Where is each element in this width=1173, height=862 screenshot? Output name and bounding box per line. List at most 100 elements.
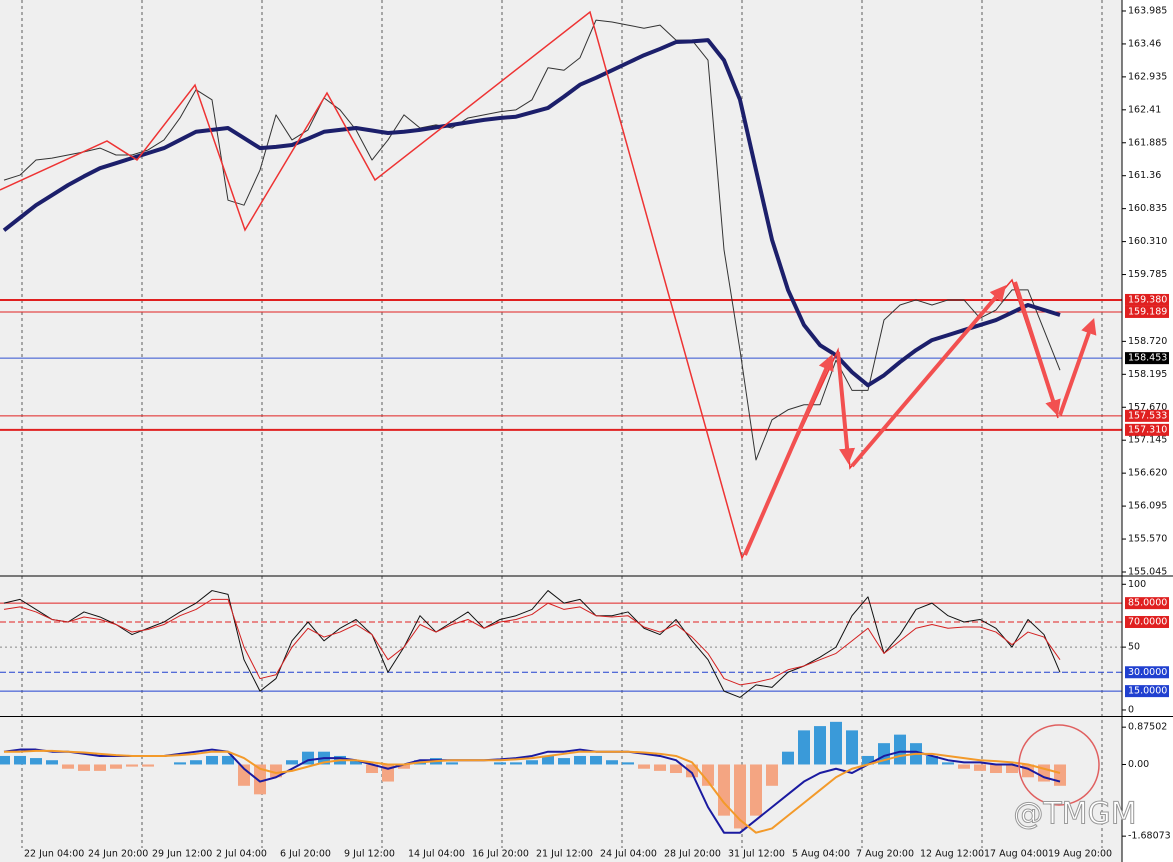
x-tick-label: 7 Aug 20:00 xyxy=(856,849,914,860)
y-tick-label: 155.045 xyxy=(1128,566,1167,577)
y-tick-label: 161.885 xyxy=(1128,137,1167,148)
level-label-box xyxy=(1125,409,1169,422)
histogram-bar xyxy=(510,762,522,765)
histogram-bar xyxy=(638,764,650,769)
histogram-bar xyxy=(926,755,938,765)
level-label-box xyxy=(1125,597,1169,610)
x-tick-label: 5 Aug 04:00 xyxy=(792,849,850,860)
x-tick-label: 9 Jul 12:00 xyxy=(344,849,395,860)
histogram-bar xyxy=(622,762,634,765)
histogram-bar xyxy=(78,764,90,771)
y-tick-label: 156.095 xyxy=(1128,501,1167,512)
y-tick-label: 160.835 xyxy=(1128,203,1167,214)
y-tick-label: 162.935 xyxy=(1128,71,1167,82)
histogram-bar xyxy=(350,760,362,765)
level-label-box xyxy=(1125,666,1169,679)
histogram-bar xyxy=(190,760,202,765)
x-tick-label: 19 Aug 20:00 xyxy=(1048,849,1112,860)
level-label: 158.453 xyxy=(1128,353,1167,364)
series-line xyxy=(2,38,1061,388)
histogram-bar xyxy=(398,764,410,769)
zigzag xyxy=(0,10,1059,561)
histogram-bar xyxy=(798,730,810,765)
x-tick-label: 12 Aug 12:00 xyxy=(920,849,984,860)
x-tick-label: 21 Jul 12:00 xyxy=(536,849,593,860)
arrows xyxy=(743,281,1097,556)
level-label-box xyxy=(1125,305,1169,318)
histogram-bar xyxy=(590,755,602,765)
y-tick-label: 50 xyxy=(1128,642,1140,653)
axes: 163.985 163.46 162.935 162.41 161.885 161.36 1… xyxy=(24,5,1171,859)
x-tick-label: 16 Jul 20:00 xyxy=(472,849,529,860)
histogram-bar xyxy=(494,762,506,765)
x-tick-label: 31 Jul 12:00 xyxy=(728,849,785,860)
x-tick-label: 14 Jul 04:00 xyxy=(408,849,465,860)
histogram-bar xyxy=(702,764,714,786)
histogram-bar xyxy=(670,764,682,774)
level-label: 159.380 xyxy=(1128,294,1167,305)
level-label: 157.533 xyxy=(1128,410,1167,421)
histogram-bar xyxy=(270,764,282,778)
y-tick-label: 0 xyxy=(1128,704,1134,715)
histogram-bar xyxy=(110,764,122,769)
histogram-bar xyxy=(766,764,778,786)
histogram-bar xyxy=(14,755,26,765)
histogram-bar xyxy=(654,764,666,771)
y-tick-label: 163.985 xyxy=(1128,5,1167,16)
y-tick-label: 100 xyxy=(1128,579,1146,590)
x-tick-label: 24 Jun 20:00 xyxy=(88,849,148,860)
plot-background xyxy=(0,0,1122,862)
x-tick-label: 2 Jul 04:00 xyxy=(216,849,267,860)
histogram-bar xyxy=(734,764,746,829)
y-tick-label: 155.570 xyxy=(1128,534,1167,545)
histogram-bar xyxy=(126,764,138,767)
histogram-bar xyxy=(1006,764,1018,774)
histogram-bar xyxy=(542,755,554,765)
watermark: @TMGM xyxy=(1013,797,1136,832)
level-label: 157.310 xyxy=(1128,424,1167,435)
x-tick-label: 24 Jul 04:00 xyxy=(600,849,657,860)
histogram-bar xyxy=(718,764,730,816)
level-label-box xyxy=(1125,615,1169,628)
x-tick-label: 29 Jun 12:00 xyxy=(152,849,212,860)
y-tick-label: -1.68073 xyxy=(1128,831,1171,842)
histogram-bar xyxy=(1054,764,1066,786)
y-tick-label: 162.41 xyxy=(1128,104,1161,115)
y-tick-label: 157.670 xyxy=(1128,402,1167,413)
plots xyxy=(0,19,1122,834)
histogram-bar xyxy=(238,764,250,786)
histogram-bar xyxy=(830,721,842,765)
histogram-bar xyxy=(558,758,570,765)
histogram-bar xyxy=(446,762,458,765)
y-tick-label: 160.310 xyxy=(1128,236,1167,247)
histogram-bar xyxy=(574,755,586,765)
x-tick-label: 28 Jul 20:00 xyxy=(664,849,721,860)
y-tick-label: 0.87502 xyxy=(1128,722,1167,733)
histogram-bar xyxy=(0,755,10,765)
histogram-bar xyxy=(174,762,186,765)
histogram-bar xyxy=(974,764,986,771)
level-label: 85.0000 xyxy=(1128,598,1167,609)
histogram-bar xyxy=(782,751,794,765)
highlight-circle xyxy=(1018,724,1100,806)
level-label: 70.0000 xyxy=(1128,616,1167,627)
series-line xyxy=(3,598,1061,686)
histogram-bar xyxy=(942,762,954,765)
histogram-bar xyxy=(366,764,378,774)
histogram-bar xyxy=(894,734,906,765)
histogram-bar xyxy=(62,764,74,769)
histogram-bar xyxy=(94,764,106,771)
histogram-bar xyxy=(206,755,218,765)
histogram-bar xyxy=(30,758,42,765)
level-label-box xyxy=(1125,685,1169,698)
histogram-bar xyxy=(846,730,858,765)
histogram-bar xyxy=(862,755,874,765)
y-tick-label: 156.620 xyxy=(1128,468,1167,479)
histogram-bar xyxy=(254,764,266,795)
level-label-box xyxy=(1125,423,1169,436)
histogram-bar xyxy=(750,764,762,816)
level-label-box xyxy=(1125,352,1169,365)
x-tick-label: 6 Jul 20:00 xyxy=(280,849,331,860)
histogram-bar xyxy=(46,760,58,765)
series-line xyxy=(3,748,1061,834)
